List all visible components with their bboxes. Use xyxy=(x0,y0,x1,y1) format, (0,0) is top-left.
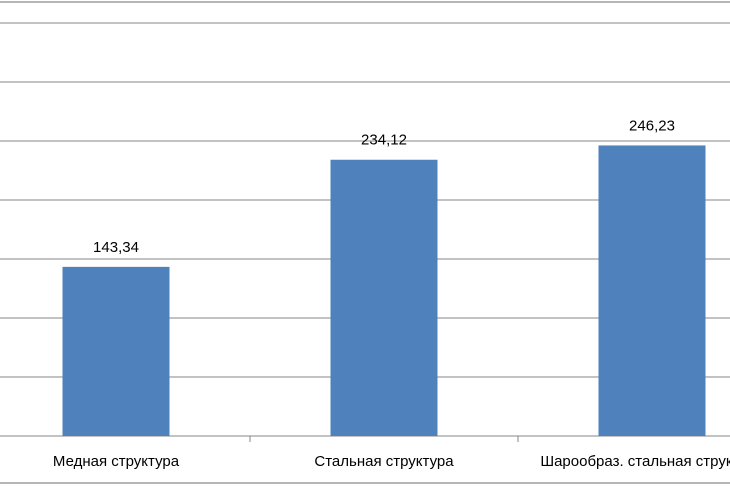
x-tick-label: Стальная структура xyxy=(314,453,454,470)
value-label: 143,34 xyxy=(93,239,139,256)
value-label: 234,12 xyxy=(361,132,407,149)
bar xyxy=(598,145,706,436)
bar xyxy=(62,266,170,436)
bar xyxy=(330,159,438,436)
x-tick-label: Шарообраз. стальная структура xyxy=(540,453,730,470)
x-tick-label: Медная структура xyxy=(53,453,180,470)
value-label: 246,23 xyxy=(629,117,675,134)
